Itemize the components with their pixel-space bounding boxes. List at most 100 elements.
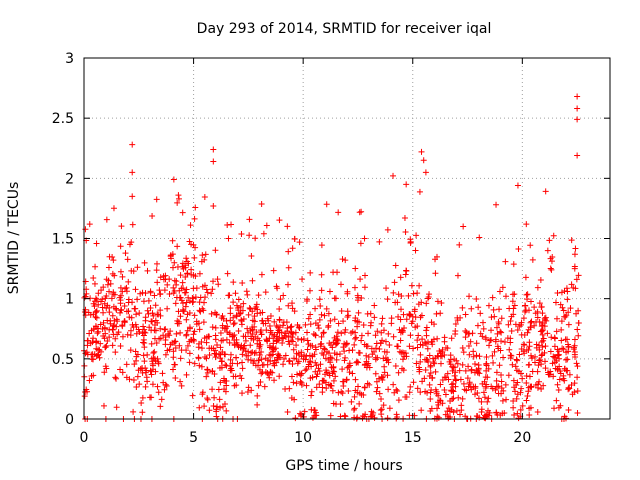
- data-point: [187, 222, 194, 229]
- data-point: [256, 345, 263, 352]
- data-point: [356, 319, 363, 326]
- data-point: [231, 382, 238, 389]
- data-point: [376, 346, 383, 353]
- data-point: [178, 285, 185, 292]
- data-point: [459, 345, 466, 352]
- data-point: [154, 279, 161, 286]
- data-point: [426, 352, 433, 359]
- data-point: [122, 250, 129, 257]
- data-point: [525, 361, 532, 368]
- data-point: [110, 257, 117, 264]
- data-point: [192, 204, 199, 211]
- data-point: [206, 352, 213, 359]
- data-point: [160, 379, 167, 386]
- data-point: [271, 377, 278, 384]
- data-point: [534, 284, 541, 291]
- data-point: [182, 274, 189, 281]
- data-point: [334, 340, 341, 347]
- data-point: [566, 371, 573, 378]
- data-point: [312, 332, 319, 339]
- data-point: [463, 387, 470, 394]
- data-point: [514, 182, 521, 189]
- data-point: [437, 381, 444, 388]
- data-point: [325, 322, 332, 329]
- data-point: [256, 351, 263, 358]
- data-point: [220, 337, 227, 344]
- data-point: [125, 278, 132, 285]
- data-point: [478, 406, 485, 413]
- data-point: [351, 341, 358, 348]
- data-point: [254, 340, 261, 347]
- data-point: [212, 324, 219, 331]
- data-point: [294, 360, 301, 367]
- data-point: [302, 321, 309, 328]
- data-point: [210, 403, 217, 410]
- data-point: [91, 280, 98, 287]
- data-point: [524, 392, 531, 399]
- data-point: [191, 328, 198, 335]
- data-point: [546, 371, 553, 378]
- data-point: [345, 363, 352, 370]
- data-point: [454, 272, 461, 279]
- data-point: [183, 371, 190, 378]
- data-point: [90, 275, 97, 282]
- data-point: [493, 409, 500, 416]
- data-point: [153, 260, 160, 267]
- data-point: [156, 287, 163, 294]
- data-point: [273, 322, 280, 329]
- data-point: [574, 363, 581, 370]
- data-point: [437, 360, 444, 367]
- data-point: [88, 373, 95, 380]
- data-point: [276, 217, 283, 224]
- data-point: [204, 369, 211, 376]
- data-point: [271, 332, 278, 339]
- data-point: [219, 348, 226, 355]
- data-point: [422, 356, 429, 363]
- data-point: [379, 315, 386, 322]
- data-point: [561, 287, 568, 294]
- data-point: [462, 367, 469, 374]
- data-point: [289, 300, 296, 307]
- data-point: [473, 340, 480, 347]
- data-point: [450, 409, 457, 416]
- data-point: [235, 328, 242, 335]
- data-point: [548, 266, 555, 273]
- data-point: [92, 295, 99, 302]
- data-point: [205, 333, 212, 340]
- data-point: [204, 395, 211, 402]
- data-point: [395, 343, 402, 350]
- data-point: [303, 382, 310, 389]
- data-point: [309, 414, 316, 421]
- data-point: [400, 311, 407, 318]
- data-point: [433, 310, 440, 317]
- data-point: [91, 303, 98, 310]
- data-point: [521, 350, 528, 357]
- data-point: [355, 294, 362, 301]
- data-point: [119, 322, 126, 329]
- data-point: [161, 386, 168, 393]
- data-point: [183, 299, 190, 306]
- data-point: [221, 386, 228, 393]
- data-point: [333, 351, 340, 358]
- data-point: [285, 333, 292, 340]
- data-point: [490, 306, 497, 313]
- data-point: [320, 330, 327, 337]
- data-point: [498, 315, 505, 322]
- data-point: [196, 404, 203, 411]
- data-point: [351, 393, 358, 400]
- data-point: [341, 357, 348, 364]
- data-point: [199, 252, 206, 259]
- data-point: [238, 375, 245, 382]
- data-point: [269, 351, 276, 358]
- data-point: [393, 415, 400, 422]
- data-point: [516, 351, 523, 358]
- data-point: [203, 286, 210, 293]
- data-point: [186, 338, 193, 345]
- data-point: [157, 335, 164, 342]
- data-point: [541, 323, 548, 330]
- data-point: [427, 369, 434, 376]
- data-point: [355, 359, 362, 366]
- data-point: [255, 362, 262, 369]
- data-point: [381, 363, 388, 370]
- data-point: [423, 327, 430, 334]
